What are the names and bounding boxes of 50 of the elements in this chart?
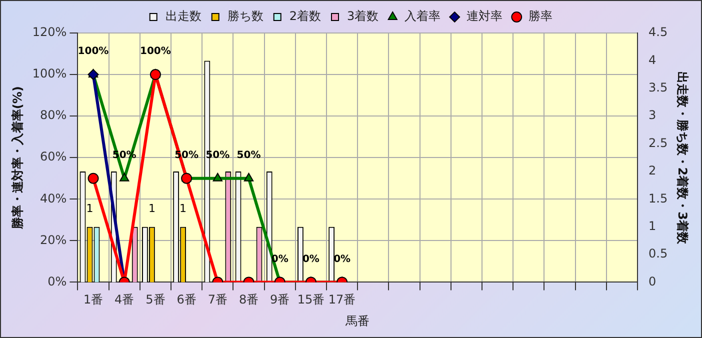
data-label: 50% — [236, 150, 261, 161]
y-tick-label: 60% — [40, 150, 67, 164]
point — [88, 172, 99, 184]
y-tick-label: 80% — [40, 108, 67, 122]
legend-label: 3着数 — [347, 9, 379, 24]
x-tick-label: 17番 — [328, 292, 356, 307]
x-tick-label: 4番 — [114, 292, 134, 307]
point — [181, 172, 192, 184]
data-label: 1 — [86, 202, 94, 216]
y2-tick-label: 0 — [648, 274, 656, 288]
x-axis-title: 馬番 — [344, 314, 370, 328]
y2-tick-label: 4 — [648, 52, 656, 67]
x-tick-label: 6番 — [176, 292, 196, 307]
data-label: 0% — [334, 254, 351, 265]
y2-tick-label: 3.5 — [648, 80, 668, 95]
legend-label: 勝率 — [528, 9, 553, 24]
y2-axis-title: 出走数・勝ち数・2着数・3着数 — [676, 71, 690, 245]
point — [244, 172, 254, 182]
y-tick-label: 100% — [32, 66, 67, 81]
data-label: 1 — [180, 202, 187, 216]
y2-tick-label: 0.5 — [648, 246, 668, 261]
legend-label: 連対率 — [466, 9, 503, 24]
y2-tick-label: 3 — [648, 108, 656, 122]
x-tick-label: 7番 — [208, 292, 228, 307]
x-tick-label: 5番 — [146, 292, 166, 307]
y-tick-label: 40% — [40, 191, 67, 206]
y-tick-label: 0% — [48, 274, 67, 288]
point — [150, 69, 161, 80]
x-tick-label: 15番 — [297, 292, 325, 307]
x-tick-label: 1番 — [83, 292, 104, 307]
data-label: 1 — [148, 202, 156, 216]
legend-label: 勝ち数 — [227, 9, 264, 24]
y2-tick-label: 2.5 — [648, 136, 668, 150]
x-tick-label: 9番 — [270, 292, 290, 307]
y2-tick-label: 2 — [648, 164, 656, 178]
y-tick-label: 120% — [32, 25, 67, 40]
y2-tick-label: 4.5 — [648, 25, 668, 40]
data-label: 100% — [140, 46, 171, 58]
data-label: 100% — [78, 46, 109, 58]
y-axis-title: 勝率・連対率・入着率(%) — [10, 86, 24, 230]
y2-tick-label: 1.5 — [648, 191, 668, 206]
legend-label: 出走数 — [165, 9, 202, 24]
y-tick-label: 20% — [40, 232, 67, 247]
legend-label: 2着数 — [289, 9, 322, 24]
point — [212, 172, 222, 182]
point — [120, 172, 130, 182]
legend-label: 入着率 — [404, 9, 441, 24]
x-tick-label: 8番 — [238, 292, 259, 307]
point — [88, 69, 99, 80]
y2-tick-label: 1 — [648, 218, 656, 233]
